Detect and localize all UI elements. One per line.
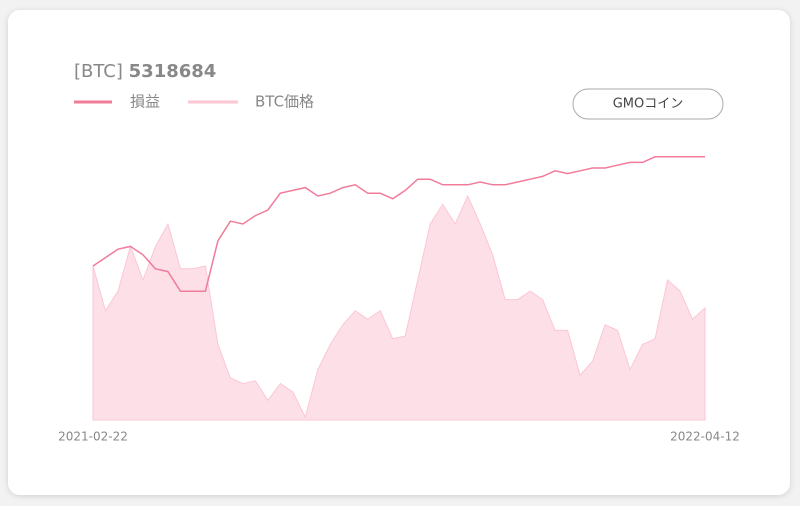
- area: [92, 194, 706, 421]
- chart-title: [BTC] 5318684: [74, 61, 216, 82]
- button-label[interactable]: GMOコイン: [613, 97, 684, 112]
- button-frame[interactable]: [572, 88, 724, 120]
- button[interactable]: GMOコイン: [572, 88, 724, 120]
- title-prefix: [BTC]: [74, 61, 123, 82]
- legend-label: 損益: [130, 93, 160, 111]
- legend-label: BTC価格: [255, 93, 314, 111]
- title-value: 5318684: [129, 61, 217, 82]
- x-tick-label: 2022-04-12: [670, 430, 740, 444]
- x-tick-label: 2021-02-22: [58, 430, 128, 444]
- card: [8, 10, 790, 495]
- line: [92, 156, 705, 292]
